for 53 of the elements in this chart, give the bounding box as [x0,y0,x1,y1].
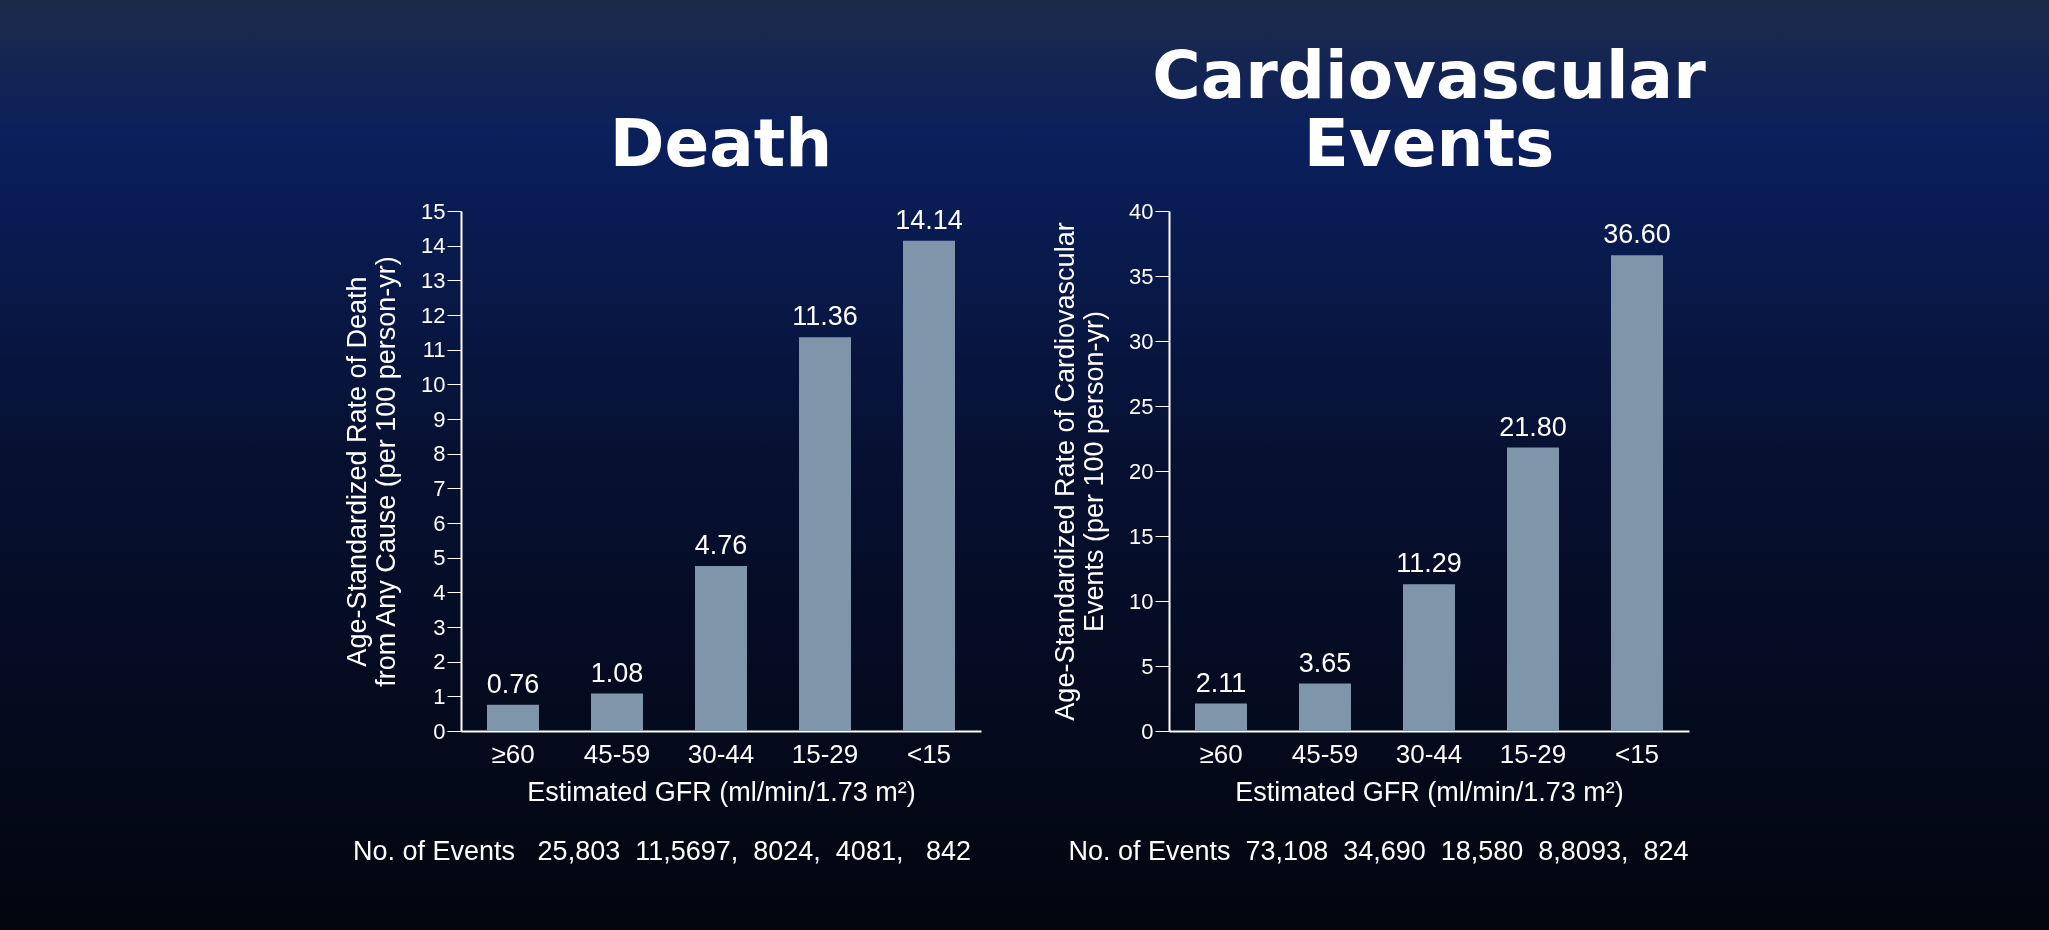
y-tick-label: 12 [421,302,446,328]
data-label: 1.08 [590,657,644,688]
x-tick-label: 45-59 [583,738,651,769]
y-tick-label: 0 [1141,718,1154,744]
y-tick-label: 7 [433,475,446,501]
y-tick-label: 5 [433,545,446,571]
data-label: 36.60 [1603,219,1671,250]
x-tick-label: 30-44 [687,738,755,769]
data-label: 2.11 [1195,667,1247,698]
data-label: 14.14 [895,204,963,235]
x-tick-label: 15-29 [1499,738,1567,769]
y-tick-label: 9 [433,406,446,432]
y-axis-title: Age-Standardized Rate of Death from Any Cause (per 100 person-yr) [342,256,402,687]
x-tick-label: <15 [906,738,952,769]
y-tick-label: 15 [421,198,446,224]
data-label: 11.36 [792,301,858,332]
y-tick-label: 5 [1141,653,1154,679]
y-tick-label: 10 [421,371,446,397]
chart-title: Cardiovascular Events [1152,37,1707,182]
y-tick-label: 13 [421,267,446,293]
data-label: 0.76 [486,668,540,699]
y-tick-label: 8 [433,441,446,467]
y-tick-label: 11 [422,337,446,363]
x-axis-title: Estimated GFR (ml/min/1.73 m²) [527,776,916,807]
x-tick-label: ≥60 [491,738,535,769]
data-label: 3.65 [1298,647,1352,678]
text: No. of Events 25,803 11,5697, 8024, 4081, 842 [353,836,971,867]
data-label: 4.76 [694,529,748,560]
y-tick-label: 6 [433,510,446,536]
text: No. of Events 73,108 34,690 18,580 8,8093, 824 [1068,836,1689,867]
y-tick-label: 40 [1129,198,1154,224]
y-axis-title: Age-Standardized Rate of Cardiovascular Events (per 100 person-yr) [1050,222,1110,721]
y-tick-label: 1 [433,683,446,709]
y-tick-label: 2 [433,649,446,675]
data-label: 11.29 [1396,548,1462,579]
x-tick-label: <15 [1614,738,1660,769]
x-tick-label: ≥60 [1199,738,1243,769]
y-tick-label: 30 [1129,328,1154,354]
y-tick-label: 20 [1129,458,1154,484]
x-tick-label: 15-29 [791,738,859,769]
y-tick-label: 15 [1129,523,1154,549]
y-tick-label: 0 [433,718,446,744]
data-label: 21.80 [1499,411,1567,442]
y-tick-label: 10 [1129,588,1154,614]
y-tick-label: 25 [1129,393,1154,419]
y-tick-label: 35 [1129,263,1154,289]
x-tick-label: 30-44 [1395,738,1463,769]
y-tick-label: 4 [433,579,446,605]
x-tick-label: 45-59 [1291,738,1359,769]
y-tick-label: 14 [421,233,446,259]
x-axis-title: Estimated GFR (ml/min/1.73 m²) [1235,776,1624,807]
y-tick-label: 3 [433,614,446,640]
chart-title: Death [609,105,833,182]
